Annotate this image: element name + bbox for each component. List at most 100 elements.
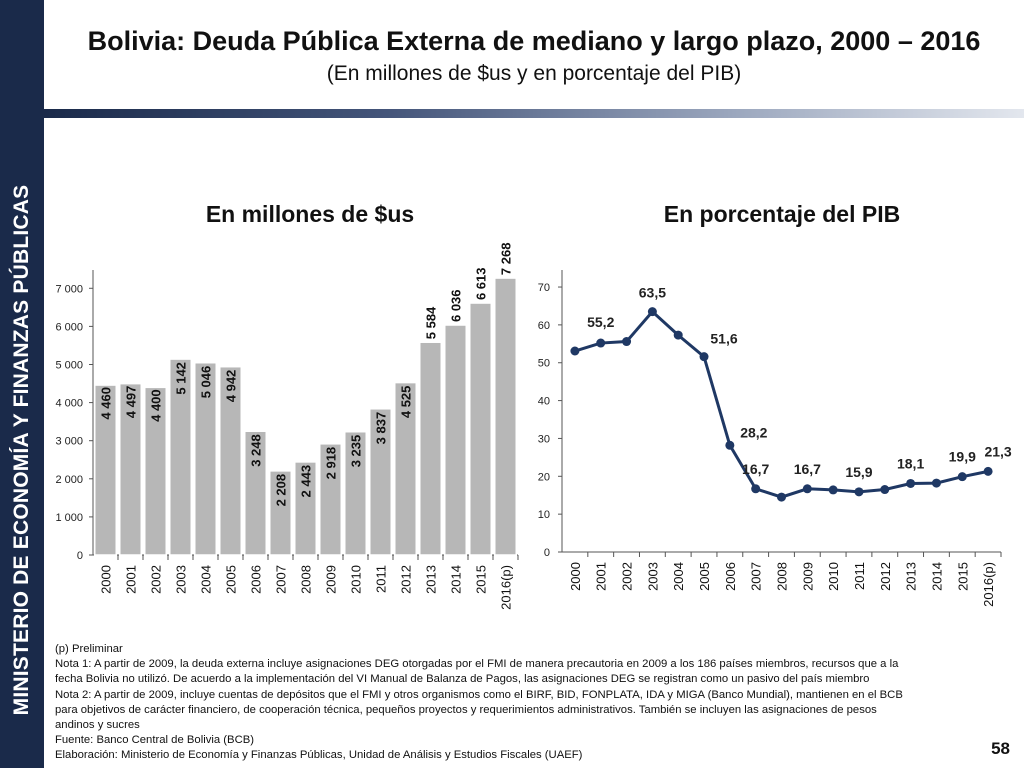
line-point xyxy=(777,492,786,502)
bar-value-label: 4 942 xyxy=(224,370,239,403)
bar xyxy=(219,365,242,556)
footnote-line: fecha Bolivia no utilizó. De acuerdo a l… xyxy=(55,673,870,686)
bar-y-tick-label: 3 000 xyxy=(55,436,83,448)
bar xyxy=(244,430,267,556)
line-y-tick-label: 10 xyxy=(538,509,550,521)
bar-category-label: 2011 xyxy=(374,565,389,593)
line-value-label: 63,5 xyxy=(639,285,666,301)
line-category-label: 2001 xyxy=(594,562,609,591)
line-y-tick-label: 40 xyxy=(538,396,550,408)
footnote-line: (p) Preliminar xyxy=(55,643,123,655)
bar xyxy=(419,341,442,556)
bar-y-tick-label: 0 xyxy=(77,550,83,562)
bar-category-label: 2010 xyxy=(349,565,364,594)
bar-category-label: 2001 xyxy=(124,565,139,594)
line-y-tick-label: 30 xyxy=(538,433,550,445)
line-value-label: 21,3 xyxy=(984,443,1011,459)
line-value-label: 55,2 xyxy=(587,314,614,330)
bar xyxy=(494,277,517,556)
bar xyxy=(294,461,317,556)
line-point xyxy=(854,487,864,497)
bar-value-label: 6 613 xyxy=(474,267,489,300)
page-number: 58 xyxy=(991,739,1010,758)
bar-value-label: 4 497 xyxy=(124,386,139,419)
line-value-label: 28,2 xyxy=(740,424,767,440)
line-point xyxy=(570,346,580,356)
line-point xyxy=(622,337,632,347)
line-category-label: 2009 xyxy=(800,562,815,591)
bar-value-label: 5 046 xyxy=(199,366,214,399)
footnote-line: Nota 2: A partir de 2009, incluye cuenta… xyxy=(55,688,903,701)
bar-category-label: 2004 xyxy=(199,565,214,594)
bar-y-tick-label: 7 000 xyxy=(55,283,83,295)
bar-value-label: 3 837 xyxy=(374,412,389,445)
bar-category-label: 2007 xyxy=(274,565,289,594)
bar-category-label: 2006 xyxy=(249,565,264,594)
line-category-label: 2002 xyxy=(620,562,635,591)
line-category-label: 2015 xyxy=(955,562,970,591)
bar-value-label: 4 400 xyxy=(149,389,164,422)
bar xyxy=(119,382,142,556)
bar-category-label: 2016(p) xyxy=(499,565,514,610)
line-y-tick-label: 70 xyxy=(538,282,550,294)
bar-value-label: 6 036 xyxy=(449,289,464,322)
line-y-tick-label: 0 xyxy=(544,547,550,559)
line-point xyxy=(880,485,890,495)
line-value-label: 19,9 xyxy=(949,449,976,465)
line-category-label: 2010 xyxy=(826,562,841,591)
line-point xyxy=(828,485,838,495)
line-value-label: 18,1 xyxy=(897,455,924,471)
line-category-label: 2016(p) xyxy=(981,562,996,607)
bar-value-label: 4 525 xyxy=(399,386,414,419)
bar-category-label: 2014 xyxy=(449,565,464,594)
bar-value-label: 3 248 xyxy=(249,434,264,467)
line-point xyxy=(931,478,941,488)
bar-category-label: 2009 xyxy=(324,565,339,594)
line-category-label: 2013 xyxy=(904,562,919,591)
line-category-label: 2003 xyxy=(645,562,660,591)
bar-chart-title: En millones de $us xyxy=(205,201,415,227)
bar-category-label: 2005 xyxy=(224,565,239,594)
bar-y-tick-label: 1 000 xyxy=(55,512,83,524)
bar xyxy=(194,361,217,556)
bar-y-tick-label: 4 000 xyxy=(55,398,83,410)
bar-value-label: 3 235 xyxy=(349,435,364,468)
line-category-label: 2000 xyxy=(568,562,583,591)
page-title: Bolivia: Deuda Pública Externa de median… xyxy=(87,26,981,56)
line-point xyxy=(699,352,709,362)
line-point xyxy=(647,307,657,317)
bar xyxy=(344,430,367,556)
bar xyxy=(319,443,342,556)
bar xyxy=(444,324,467,556)
line-category-label: 2006 xyxy=(723,562,738,591)
bar-category-label: 2003 xyxy=(174,565,189,594)
footnote-line: andinos y sucres xyxy=(55,719,140,732)
line-y-tick-label: 50 xyxy=(538,358,550,370)
footnote-line: Fuente: Banco Central de Bolivia (BCB) xyxy=(55,734,255,747)
line-point xyxy=(802,484,812,494)
bar xyxy=(144,386,167,556)
bar-value-label: 5 584 xyxy=(424,306,439,339)
bar-category-label: 2000 xyxy=(99,565,114,594)
bar-value-label: 2 208 xyxy=(274,474,289,507)
bar-category-label: 2013 xyxy=(424,565,439,594)
bar xyxy=(369,408,392,556)
bar-value-label: 7 268 xyxy=(499,243,514,276)
line-value-label: 51,6 xyxy=(710,331,737,347)
line-category-label: 2005 xyxy=(697,562,712,591)
bar-category-label: 2008 xyxy=(299,565,314,594)
sidebar: MINISTERIO DE ECONOMÍA Y FINANZAS PÚBLIC… xyxy=(0,0,44,768)
line-point xyxy=(957,472,967,482)
bar-category-label: 2015 xyxy=(474,565,489,594)
bar-value-label: 4 460 xyxy=(99,387,114,420)
line-category-label: 2012 xyxy=(878,562,893,591)
page-subtitle: (En millones de $us y en porcentaje del … xyxy=(326,62,742,85)
line-category-label: 2014 xyxy=(929,562,944,591)
line-category-label: 2004 xyxy=(671,562,686,591)
line-y-tick-label: 20 xyxy=(538,471,550,483)
line-point xyxy=(673,330,683,340)
line-value-label: 16,7 xyxy=(742,461,769,477)
line-y-tick-label: 60 xyxy=(538,320,550,332)
